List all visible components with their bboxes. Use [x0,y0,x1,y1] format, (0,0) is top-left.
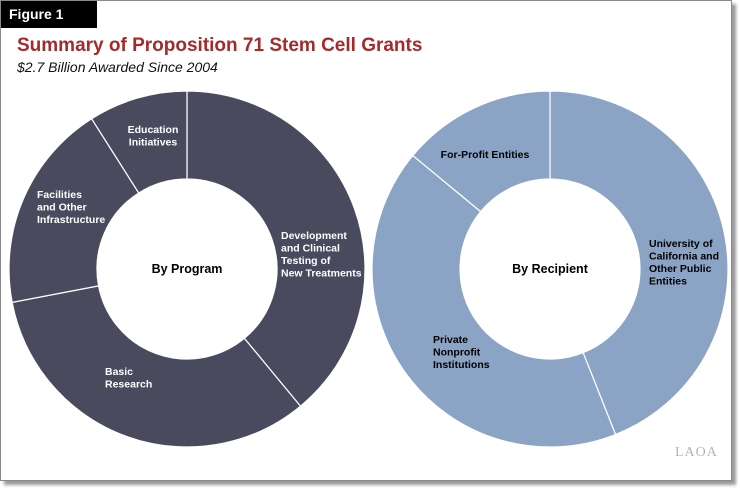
donut-center-label: By Recipient [512,262,589,276]
donut-slice [186,90,366,407]
donut-slice [90,90,188,194]
slice-label: University of California and Other Public E… [649,238,719,288]
slice-label: For-Profit Entities [441,149,530,161]
slice-label: Private Nonprofit Institutions [433,334,490,371]
donut-slice [11,285,302,448]
donut-center-label: By Program [152,262,223,276]
donut-by-recipient: University of California and Other Public E… [371,90,729,448]
chart-subtitle: $2.7 Billion Awarded Since 2004 [17,59,218,75]
donut-slice [8,117,140,304]
slice-label: Facilities and Other Infrastructure [37,189,105,226]
donut-charts: Development and Clinical Testing of New Tre… [8,90,729,448]
slice-label: Development and Clinical Testing of New Tre… [281,230,362,280]
figure-frame: Figure 1 Summary of Proposition 71 Stem … [0,0,732,481]
lao-watermark: LAOA [675,445,718,460]
donut-slice [412,90,551,213]
slice-label: Education Initiatives [128,124,179,149]
slice-label: Basic Research [105,366,152,391]
donut-slice [371,154,617,448]
chart-title: Summary of Proposition 71 Stem Cell Gran… [17,35,423,56]
donut-slice [549,90,729,436]
donut-by-program: Development and Clinical Testing of New Tre… [8,90,366,448]
figure-label: Figure 1 [1,1,97,28]
